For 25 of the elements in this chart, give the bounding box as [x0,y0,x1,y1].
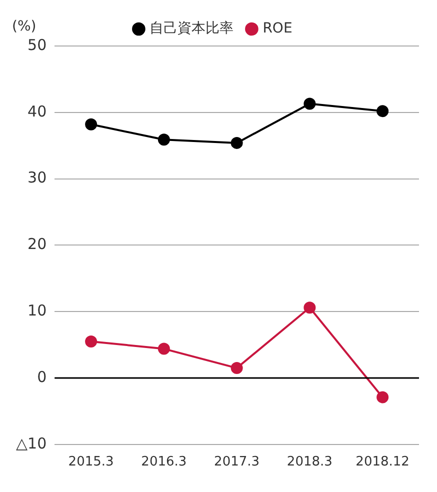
x-tick-label: 2016.3 [141,454,187,470]
y-tick-label: 30 [28,168,47,187]
point [376,105,389,118]
y-tick-label: 10 [28,301,47,320]
point [158,134,170,146]
y-tick-label: 50 [28,36,47,54]
point [230,362,243,374]
point [85,335,98,348]
point [158,342,170,355]
y-tick-label: 0 [37,368,47,386]
point [85,118,98,130]
y-axis-title: (%) [12,18,36,35]
x-tick-label: 2017.3 [214,454,260,470]
legend-label: 自己資本比率 [150,20,234,37]
x-tick-label: 2018.3 [286,454,332,470]
point [376,391,389,404]
point [230,136,243,149]
x-tick-label: 2018.12 [356,454,410,470]
point [304,302,316,314]
y-tick-label: 20 [28,235,47,254]
x-tick-label: 2015.3 [68,454,114,470]
y-tick-label: △10 [16,434,47,452]
legend-label: ROE [262,20,292,37]
y-tick-label: 40 [28,102,47,120]
point [304,98,316,110]
